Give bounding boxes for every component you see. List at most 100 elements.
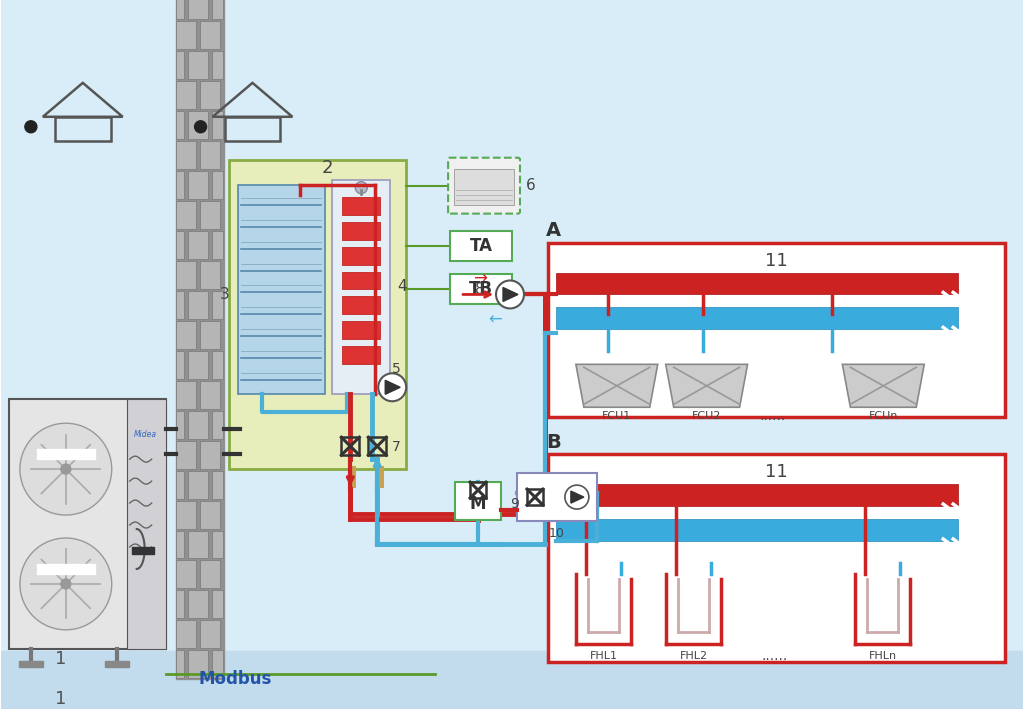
Bar xyxy=(212,351,223,379)
Text: ......: ...... xyxy=(762,649,787,663)
Text: TB: TB xyxy=(469,280,494,298)
Circle shape xyxy=(565,485,589,509)
Bar xyxy=(176,501,196,528)
Bar xyxy=(228,160,407,469)
Bar xyxy=(176,21,196,50)
Bar xyxy=(176,411,184,439)
Bar xyxy=(342,197,380,214)
Circle shape xyxy=(195,121,207,133)
Bar xyxy=(342,346,380,364)
Bar xyxy=(212,171,223,199)
Polygon shape xyxy=(575,364,657,408)
Bar xyxy=(176,141,196,169)
Bar xyxy=(451,231,512,261)
Circle shape xyxy=(496,280,524,308)
Bar xyxy=(188,530,208,559)
Polygon shape xyxy=(385,381,400,394)
Bar xyxy=(176,530,184,559)
Text: FHLn: FHLn xyxy=(869,651,897,661)
Bar xyxy=(176,0,184,19)
Bar xyxy=(212,530,223,559)
Circle shape xyxy=(19,423,112,515)
Bar xyxy=(104,661,129,667)
Text: B: B xyxy=(546,432,561,452)
Bar xyxy=(548,454,1006,662)
Text: FCU2: FCU2 xyxy=(692,411,721,421)
Text: M: M xyxy=(470,495,486,513)
Bar xyxy=(37,449,95,459)
Text: 11: 11 xyxy=(765,251,787,270)
Bar xyxy=(188,471,208,498)
Bar xyxy=(238,185,326,394)
Bar xyxy=(188,111,208,139)
Bar xyxy=(212,471,223,498)
Text: 5: 5 xyxy=(392,362,400,376)
Bar xyxy=(200,381,220,409)
Bar xyxy=(188,351,208,379)
Bar xyxy=(556,519,958,541)
Bar xyxy=(176,321,196,349)
Bar xyxy=(200,21,220,50)
Text: FCUn: FCUn xyxy=(868,411,898,421)
Bar xyxy=(454,169,514,204)
Bar xyxy=(1,651,1023,709)
Bar xyxy=(176,591,184,618)
Text: 10: 10 xyxy=(549,527,565,540)
Bar xyxy=(200,201,220,229)
Bar xyxy=(212,650,223,678)
Text: FCU1: FCU1 xyxy=(602,411,632,421)
Bar xyxy=(342,297,380,315)
Bar xyxy=(176,261,196,289)
Bar xyxy=(342,322,380,339)
Bar xyxy=(9,399,166,649)
Bar xyxy=(451,275,512,305)
Text: 7: 7 xyxy=(392,440,401,454)
Bar xyxy=(342,246,380,265)
Bar xyxy=(176,441,196,469)
Bar xyxy=(212,51,223,80)
Bar xyxy=(176,381,196,409)
Bar xyxy=(556,307,958,329)
Text: ←: ← xyxy=(488,310,502,329)
Bar xyxy=(224,116,281,141)
Text: 1: 1 xyxy=(55,689,67,708)
Text: 8: 8 xyxy=(475,282,485,297)
Bar xyxy=(200,321,220,349)
Text: 11: 11 xyxy=(765,463,787,481)
Bar xyxy=(176,471,184,498)
Text: 1: 1 xyxy=(55,650,67,668)
Circle shape xyxy=(378,373,407,401)
Bar xyxy=(556,484,958,506)
Text: FHL1: FHL1 xyxy=(590,651,617,661)
Bar xyxy=(556,273,958,295)
Circle shape xyxy=(355,182,368,194)
Bar xyxy=(517,473,597,521)
Bar xyxy=(188,411,208,439)
Circle shape xyxy=(25,121,37,133)
Bar xyxy=(188,591,208,618)
Bar xyxy=(212,591,223,618)
Bar xyxy=(527,489,543,505)
Circle shape xyxy=(60,464,71,474)
Text: Modbus: Modbus xyxy=(199,670,272,688)
Bar xyxy=(188,291,208,319)
Text: FHL2: FHL2 xyxy=(680,651,708,661)
Bar xyxy=(212,411,223,439)
Bar xyxy=(188,231,208,259)
Bar xyxy=(188,0,208,19)
Text: Midea: Midea xyxy=(134,430,157,439)
Bar xyxy=(200,501,220,528)
Bar xyxy=(176,231,184,259)
Bar xyxy=(176,171,184,199)
Bar xyxy=(176,0,223,679)
Bar xyxy=(132,547,154,554)
Bar xyxy=(342,271,380,290)
Bar xyxy=(200,82,220,109)
Bar xyxy=(342,222,380,239)
Bar xyxy=(18,661,43,667)
Bar xyxy=(200,621,220,648)
Bar xyxy=(200,560,220,589)
Text: 3: 3 xyxy=(220,287,229,302)
Bar xyxy=(212,231,223,259)
Bar xyxy=(200,141,220,169)
